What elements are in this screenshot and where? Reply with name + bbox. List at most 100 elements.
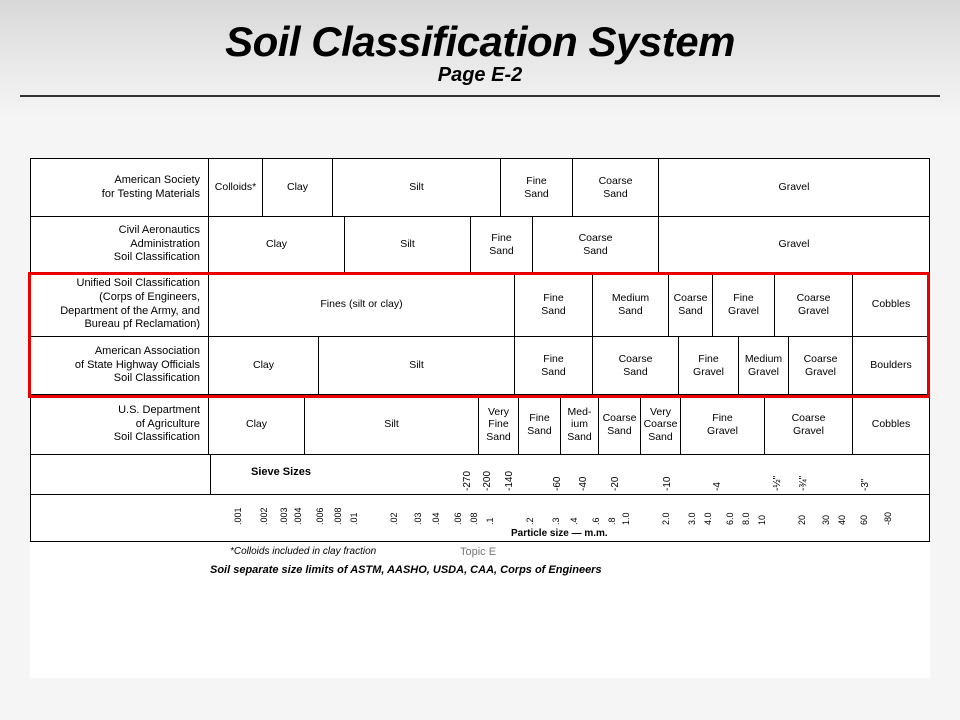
sieve-row-label (31, 455, 211, 494)
particle-cells: .001 .002 .003 .004 .006 .008 .01 .02 .03 .04 .06.… (211, 495, 929, 539)
particle-label: .001 (233, 507, 243, 525)
classification-cell: Silt (333, 159, 501, 216)
sieve-label: -200 (482, 471, 493, 491)
particle-label: .06 (453, 512, 463, 525)
chart-caption: Soil separate size limits of ASTM, AASHO… (210, 564, 602, 576)
classification-cell: Silt (345, 217, 471, 272)
classification-cell: VeryCoarseSand (641, 395, 681, 454)
classification-cell: FineGravel (681, 395, 765, 454)
classification-cell: FineSand (471, 217, 533, 272)
classification-cell: Boulders (853, 337, 929, 394)
sieve-label: -20 (610, 477, 621, 491)
sieve-label: -40 (578, 477, 589, 491)
particle-label: .8 (607, 517, 617, 525)
classification-cell: CoarseGravel (765, 395, 853, 454)
sieve-label: -¾" (798, 476, 809, 491)
sieve-label: -60 (552, 477, 563, 491)
particle-label: 8.0 (741, 512, 751, 525)
row-cells: ClaySiltVeryFineSandFineSandMed-iumSandC… (209, 395, 929, 454)
classification-cell: CoarseGravel (775, 273, 853, 336)
row-label: U.S. Departmentof AgricultureSoil Classi… (31, 395, 209, 454)
classification-cell: CoarseSand (573, 159, 659, 216)
sieve-cells: Sieve Sizes-270-200-140-60-40-20-10-4-½"… (211, 455, 929, 493)
classification-cell: FineSand (515, 337, 593, 394)
particle-axis-label: Particle size — m.m. (511, 528, 608, 539)
classification-cell: CoarseSand (593, 337, 679, 394)
particle-label: .004 (293, 507, 303, 525)
particle-label: 30 (821, 515, 831, 525)
classification-row: American Societyfor Testing MaterialsCol… (31, 159, 929, 217)
particle-label: 60 (859, 515, 869, 525)
row-cells: ClaySiltFineSandCoarseSandFineGravelMedi… (209, 337, 929, 394)
classification-cell: CoarseSand (533, 217, 659, 272)
classification-cell: FineSand (501, 159, 573, 216)
particle-label: .003 (279, 507, 289, 525)
particle-label: 40 (837, 515, 847, 525)
classification-cell: CoarseGravel (789, 337, 853, 394)
particle-label: .2 (525, 517, 535, 525)
particle-label: .006 (315, 507, 325, 525)
sieve-label: -10 (662, 477, 673, 491)
particle-label: .04 (431, 512, 441, 525)
classification-cell: CoarseSand (599, 395, 641, 454)
row-label: American Societyfor Testing Materials (31, 159, 209, 216)
classification-cell: FineGravel (679, 337, 739, 394)
classification-row: Unified Soil Classification(Corps of Eng… (31, 273, 929, 337)
page-title: Soil Classification System (0, 18, 960, 66)
row-cells: Fines (silt or clay)FineSandMediumSandCo… (209, 273, 929, 336)
classification-cell: MediumSand (593, 273, 669, 336)
particle-label: 2.0 (661, 512, 671, 525)
sieve-label: -3" (860, 479, 871, 491)
classification-row: U.S. Departmentof AgricultureSoil Classi… (31, 395, 929, 455)
classification-cell: Cobbles (853, 273, 929, 336)
particle-label: .6 (591, 517, 601, 525)
particle-label: .08 (469, 512, 479, 525)
classification-cell: Clay (209, 217, 345, 272)
particle-label: .3 (551, 517, 561, 525)
classification-chart: American Societyfor Testing MaterialsCol… (30, 158, 930, 678)
particle-label: 3.0 (687, 512, 697, 525)
sieve-label: -270 (462, 471, 473, 491)
row-label: American Associationof State Highway Off… (31, 337, 209, 394)
row-label: Unified Soil Classification(Corps of Eng… (31, 273, 209, 336)
footnote: *Colloids included in clay fraction (230, 546, 376, 557)
classification-cell: Clay (209, 337, 319, 394)
particle-label: 1.0 (621, 512, 631, 525)
classification-cell: CoarseSand (669, 273, 713, 336)
particle-label: .01 (349, 512, 359, 525)
classification-row: American Associationof State Highway Off… (31, 337, 929, 395)
title-divider (20, 95, 940, 97)
sieve-label: -½" (772, 476, 783, 491)
particle-label: .02 (389, 512, 399, 525)
particle-row-spacer (31, 495, 211, 541)
classification-cell: FineSand (515, 273, 593, 336)
particle-label: 20 (797, 515, 807, 525)
classification-row: Civil AeronauticsAdministrationSoil Clas… (31, 217, 929, 273)
particle-label: .008 (333, 507, 343, 525)
title-block: Soil Classification System Page E-2 (0, 0, 960, 87)
page-subtitle: Page E-2 (0, 64, 960, 87)
classification-cell: FineGravel (713, 273, 775, 336)
sieve-label: -4 (712, 482, 723, 491)
particle-label: .03 (413, 512, 423, 525)
particle-label: -80 (883, 512, 893, 525)
classification-cell: Cobbles (853, 395, 929, 454)
classification-cell: MediumGravel (739, 337, 789, 394)
classification-cell: Clay (209, 395, 305, 454)
classification-cell: Silt (319, 337, 515, 394)
classification-cell: Silt (305, 395, 479, 454)
chart-table: American Societyfor Testing MaterialsCol… (30, 158, 930, 542)
sieve-title: Sieve Sizes (251, 466, 311, 478)
row-label: Civil AeronauticsAdministrationSoil Clas… (31, 217, 209, 272)
classification-cell: Clay (263, 159, 333, 216)
particle-label: .4 (569, 517, 579, 525)
topic-label: Topic E (460, 546, 496, 558)
classification-cell: Med-iumSand (561, 395, 599, 454)
particle-label: 6.0 (725, 512, 735, 525)
classification-cell: Colloids* (209, 159, 263, 216)
particle-label: .1 (485, 517, 495, 525)
classification-cell: VeryFineSand (479, 395, 519, 454)
classification-cell: Fines (silt or clay) (209, 273, 515, 336)
particle-label: .002 (259, 507, 269, 525)
row-cells: Colloids*ClaySiltFineSandCoarseSandGrave… (209, 159, 929, 216)
